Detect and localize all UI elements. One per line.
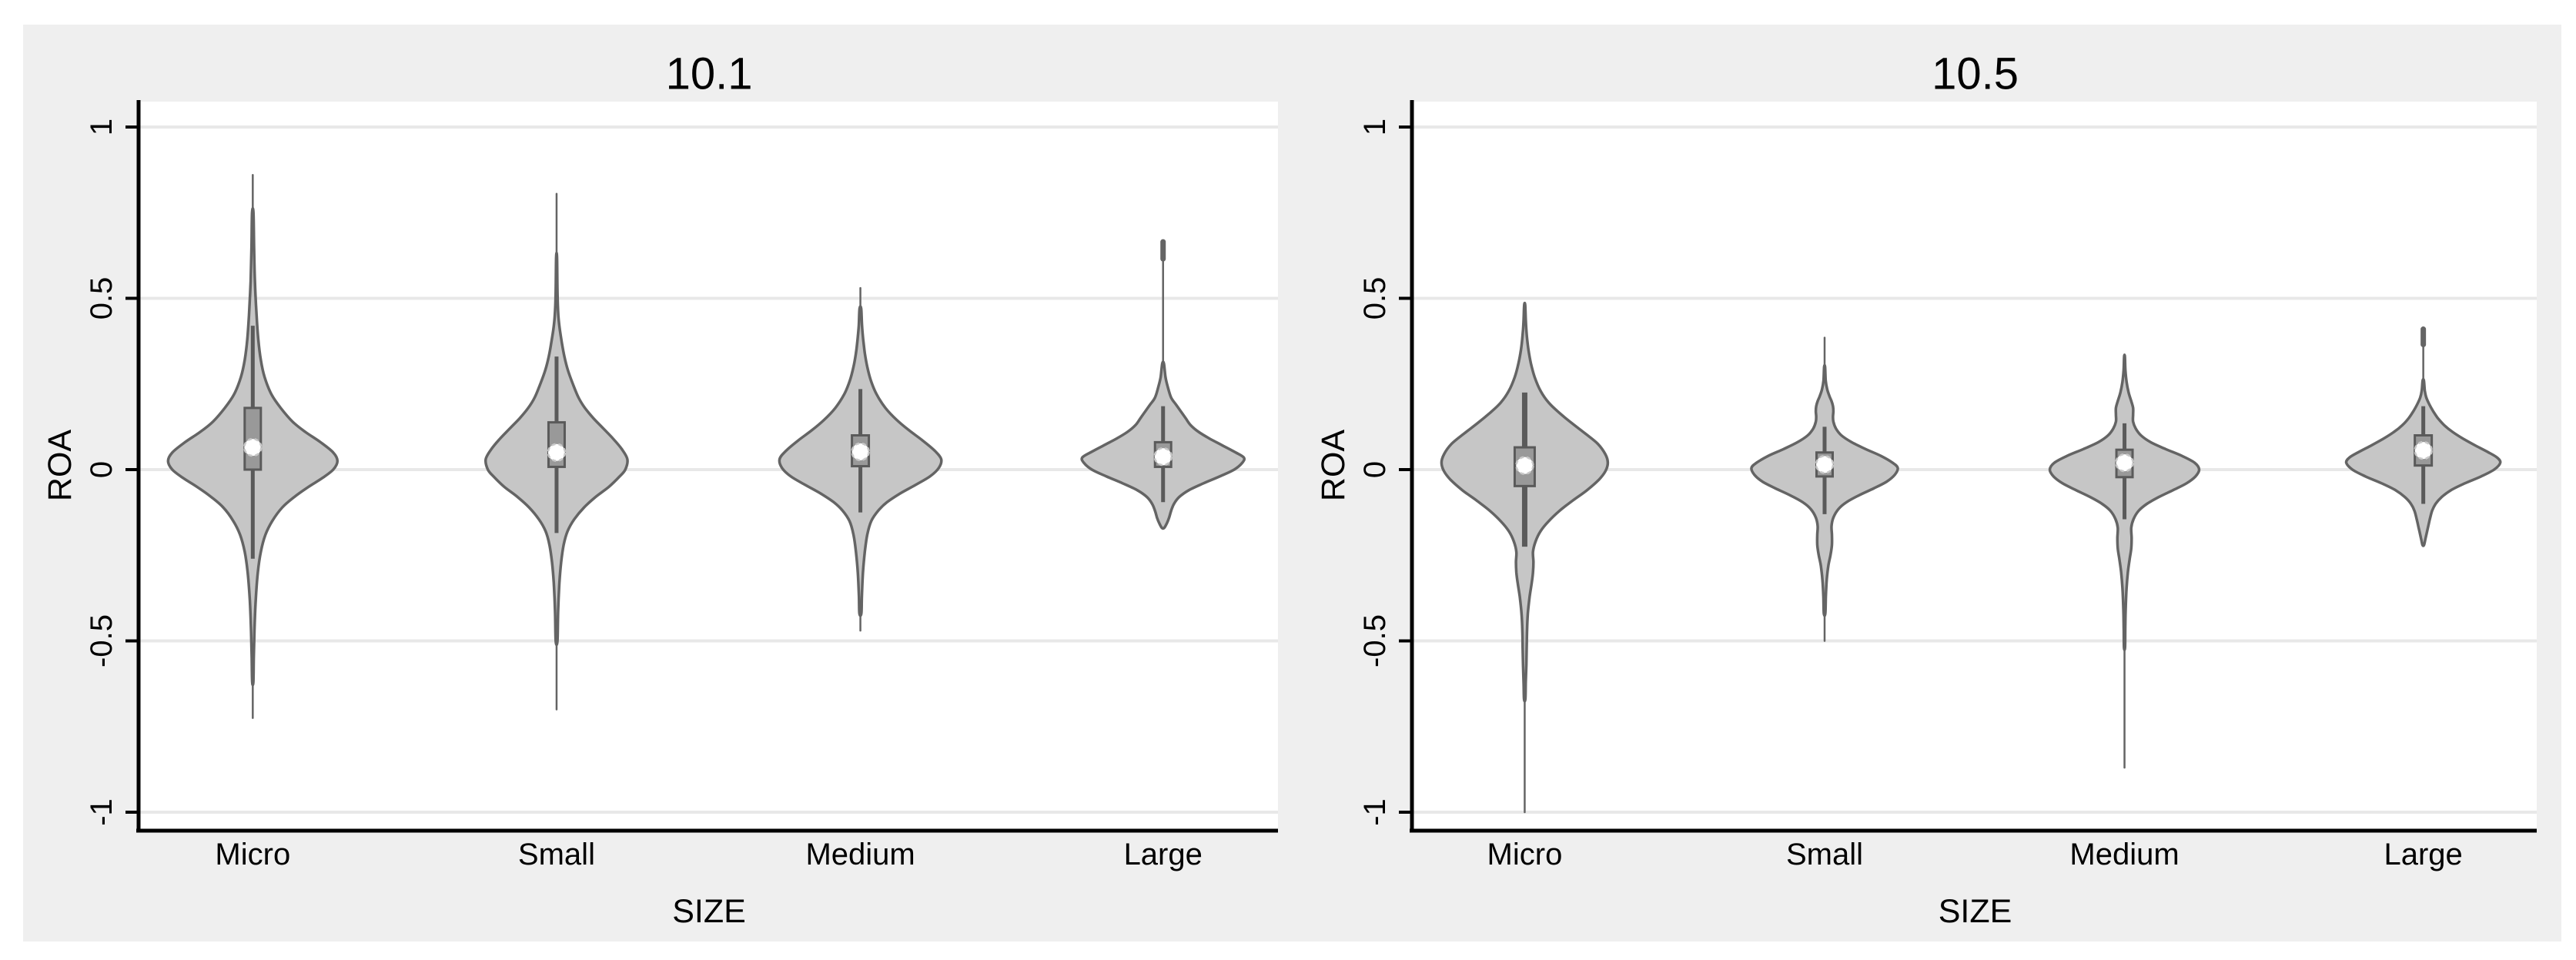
panel-10-5-category-label-small: Small	[1786, 838, 1863, 871]
violin-10-5-small-median-marker	[1815, 455, 1835, 474]
violin-10-1-small-median-marker	[547, 443, 567, 462]
panel-10-1-y-tick-label--0.5: -0.5	[85, 614, 119, 667]
panel-10-1-category-label-large: Large	[1124, 838, 1203, 871]
violin-10-1-medium-median-marker	[851, 442, 870, 462]
panel-10-1-y-tick-label-1: 1	[85, 119, 119, 135]
panel-10-5-category-label-medium: Medium	[2069, 838, 2179, 871]
violin-10-5-micro-median-marker	[1515, 456, 1534, 475]
panel-10-5-y-tick-label--0.5: -0.5	[1358, 614, 1392, 667]
panel-10-1-y-tick-label-0.5: 0.5	[85, 277, 119, 320]
violin-10-5-medium-median-marker	[2115, 453, 2134, 473]
panel-10-5-y-tick-label-0: 0	[1358, 461, 1392, 478]
panel-title-10-1: 10.1	[666, 49, 753, 99]
violin-10-1-micro-median-marker	[243, 437, 263, 457]
panel-10-1-category-label-medium: Medium	[805, 838, 915, 871]
panel-10-1-y-tick-label--1: -1	[85, 798, 119, 826]
panel-10-5-x-axis-title: SIZE	[1939, 893, 2012, 930]
panel-10-5-y-axis-title: ROA	[1315, 430, 1352, 502]
violin-10-1-large-median-marker	[1153, 447, 1173, 467]
panel-title-10-5: 10.5	[1932, 49, 2019, 99]
panel-10-1-x-axis-title: SIZE	[672, 893, 746, 930]
panel-10-5-category-label-large: Large	[2384, 838, 2462, 871]
panel-10-1-y-tick-label-0: 0	[85, 461, 119, 478]
violin-10-5-large-median-marker	[2414, 440, 2433, 460]
panel-10-1-category-label-micro: Micro	[215, 838, 290, 871]
panel-10-1-y-axis-title: ROA	[42, 430, 79, 502]
panel-10-5-y-tick-label-1: 1	[1358, 119, 1392, 135]
panel-10-5-category-label-micro: Micro	[1487, 838, 1563, 871]
panel-10-5-y-tick-label-0.5: 0.5	[1358, 277, 1392, 320]
violin-10-1-micro-iqr-box	[243, 406, 263, 471]
panel-10-1-category-label-small: Small	[518, 838, 595, 871]
panel-10-5-y-tick-label--1: -1	[1358, 798, 1392, 826]
